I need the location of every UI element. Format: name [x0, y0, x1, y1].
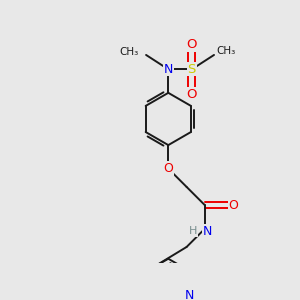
Text: N: N	[164, 63, 173, 76]
Text: O: O	[187, 38, 197, 51]
Text: O: O	[229, 199, 238, 212]
Text: S: S	[188, 63, 196, 76]
Text: O: O	[187, 88, 197, 100]
Text: H: H	[189, 226, 197, 236]
Text: N: N	[185, 290, 194, 300]
Text: CH₃: CH₃	[119, 47, 138, 57]
Text: N: N	[203, 225, 212, 238]
Text: O: O	[164, 162, 173, 175]
Text: CH₃: CH₃	[217, 46, 236, 56]
